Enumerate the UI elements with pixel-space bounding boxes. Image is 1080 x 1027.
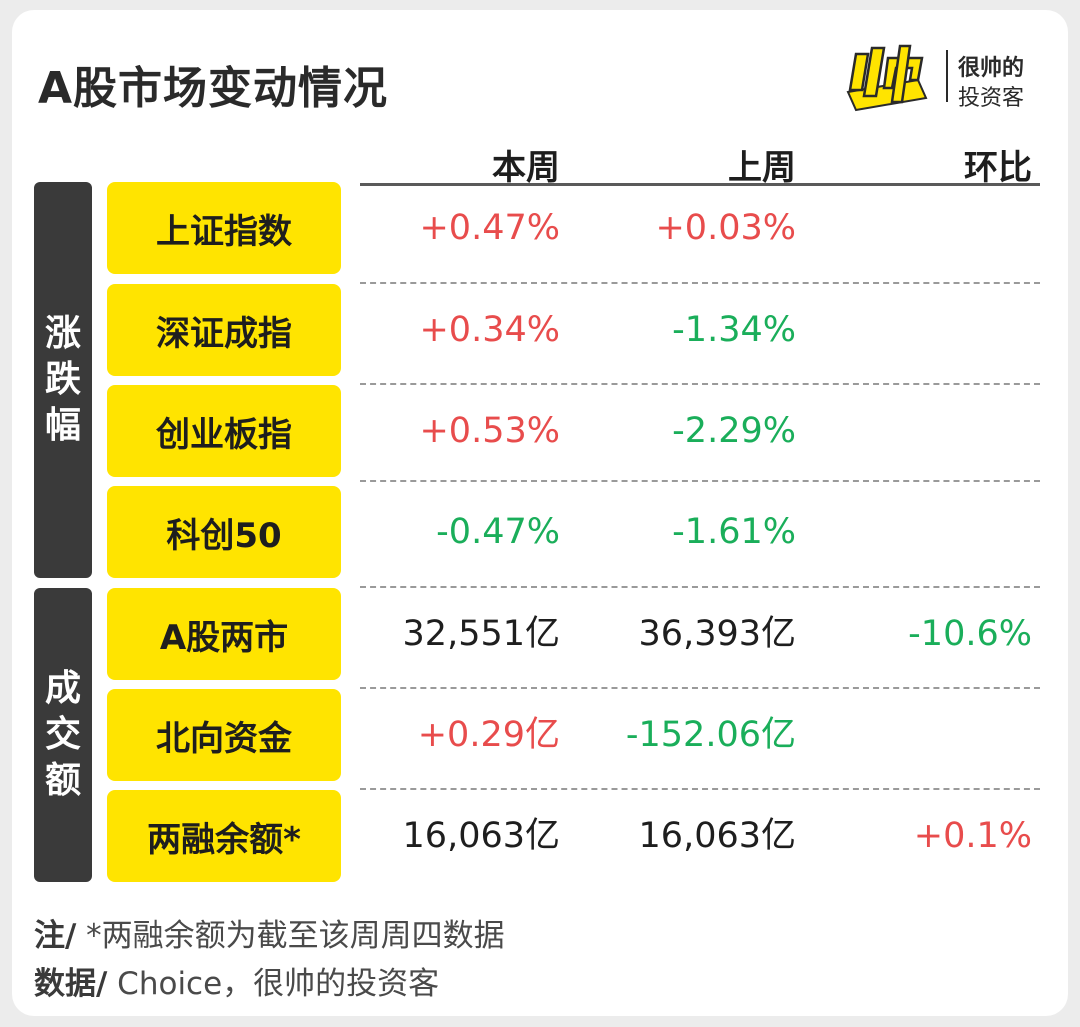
row-divider — [360, 687, 1040, 689]
cell-this-week: 16,063亿 — [402, 816, 560, 856]
cell-last-week: 16,063亿 — [638, 816, 796, 856]
row-label: 北向资金 — [107, 689, 341, 781]
category-turnover: 成交额 — [34, 588, 92, 882]
logo-brand-line1: 很帅的 — [958, 56, 1025, 81]
cell-change — [844, 182, 1032, 274]
footnote-text: *两融余额为截至该周周四数据 — [76, 918, 505, 954]
card: A股市场变动情况 很帅的 投资客 本周 上周 环比 涨跌幅 成交额 上证指数 +0… — [12, 10, 1068, 1016]
column-header-last-week: 上周 — [728, 148, 796, 188]
row-label: 创业板指 — [107, 385, 341, 477]
category-label: 涨跌幅 — [44, 313, 81, 446]
footnote-label: 注/ — [34, 918, 77, 954]
header-rule — [360, 183, 1040, 186]
row-label: 科创50 — [107, 486, 341, 578]
cell-this-week: +0.34% — [419, 310, 560, 350]
cell-this-week: +0.47% — [419, 208, 560, 248]
source-label: 数据/ — [34, 966, 108, 1002]
cell-last-week: -1.61% — [672, 512, 796, 552]
cell-this-week: 32,551亿 — [402, 614, 560, 654]
cell-last-week: 36,393亿 — [638, 614, 796, 654]
cell-change — [844, 385, 1032, 477]
cell-last-week: +0.03% — [655, 208, 796, 248]
cell-change — [844, 689, 1032, 781]
cell-this-week: +0.29亿 — [417, 715, 560, 755]
cell-last-week: -1.34% — [672, 310, 796, 350]
row-label: 上证指数 — [107, 182, 341, 274]
logo-mark-icon — [846, 44, 928, 112]
row-divider — [360, 480, 1040, 482]
source-text: Choice，很帅的投资客 — [107, 966, 440, 1002]
cell-this-week: +0.53% — [419, 411, 560, 451]
row-divider — [360, 788, 1040, 790]
column-header-change: 环比 — [964, 148, 1032, 188]
cell-last-week: -152.06亿 — [625, 715, 796, 755]
logo: 很帅的 投资客 — [838, 40, 1048, 120]
row-divider — [360, 586, 1040, 588]
column-header-this-week: 本周 — [492, 148, 560, 188]
category-price-change: 涨跌幅 — [34, 182, 92, 578]
row-label: 两融余额* — [107, 790, 341, 882]
cell-this-week: -0.47% — [436, 512, 560, 552]
cell-change: +0.1% — [913, 816, 1032, 856]
category-label: 成交额 — [44, 668, 81, 801]
cell-change — [844, 284, 1032, 376]
logo-brand-line2: 投资客 — [958, 86, 1025, 111]
row-label: 深证成指 — [107, 284, 341, 376]
row-divider — [360, 383, 1040, 385]
cell-change — [844, 486, 1032, 578]
page-title: A股市场变动情况 — [38, 63, 389, 114]
cell-change: -10.6% — [908, 614, 1032, 654]
cell-last-week: -2.29% — [672, 411, 796, 451]
row-label: A股两市 — [107, 588, 341, 680]
source-note: 数据/ Choice，很帅的投资客 — [34, 958, 439, 1003]
row-divider — [360, 282, 1040, 284]
footnote: 注/ *两融余额为截至该周周四数据 — [34, 910, 505, 955]
logo-divider — [946, 50, 948, 102]
